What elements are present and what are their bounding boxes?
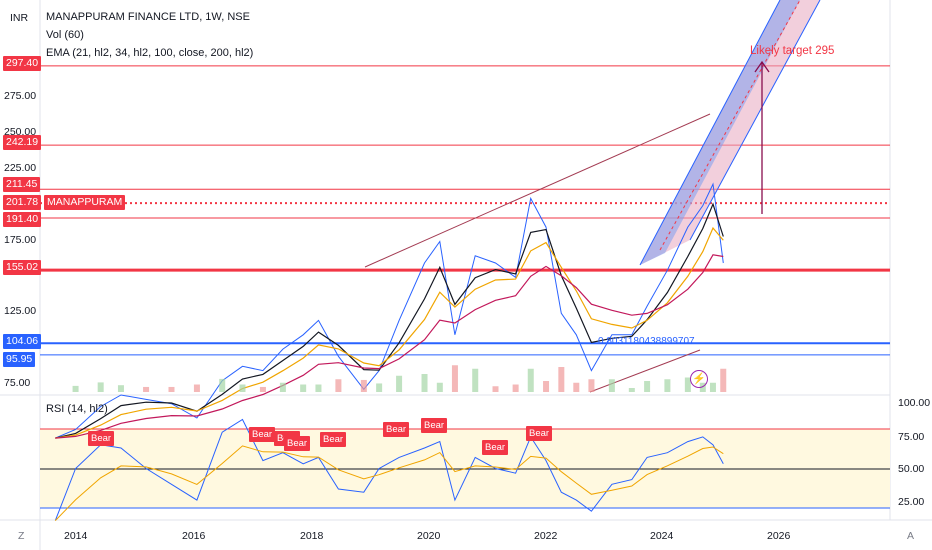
price-tick-275: 275.00 [4,90,37,102]
price-tick-225: 225.00 [4,162,37,174]
volume-bar [492,386,499,392]
volume-bars [72,365,727,392]
volume-bar [527,368,534,392]
channel-upper-line [639,0,781,266]
price-tick-175: 175.00 [4,234,37,246]
volume-bar [573,382,580,392]
rsi-tick-25: 25.00 [898,496,925,508]
time-label-2018: 2018 [300,530,324,542]
volume-bar [360,379,367,392]
time-label-2016: 2016 [182,530,206,542]
bear-label: Bear [88,431,115,446]
volume-bar [421,374,428,392]
bear-label: Bear [482,440,509,455]
volume-bar [396,375,403,392]
zoom-button[interactable]: Z [18,530,25,542]
volume-bar [558,367,565,392]
volume-bar [436,382,443,392]
level-badge-155[interactable]: 155.02 [3,260,42,275]
support-trendline [589,349,701,393]
volume-bar [608,379,615,392]
bear-label: Bear [320,432,347,447]
rsi-ma-line [54,445,724,521]
ema-100-line [55,254,724,439]
volume-bar [193,384,200,392]
auto-scale-button[interactable]: A [907,530,915,542]
volume-bar [259,386,266,392]
symbol-tag[interactable]: MANAPPURAM [44,195,126,210]
level-badge-201[interactable]: 201.78 [3,195,42,210]
level-badge-95[interactable]: 95.95 [3,352,36,367]
rsi-tick-50: 50.00 [898,463,925,475]
symbol-title[interactable]: MANAPPURAM FINANCE LTD, 1W, NSE [46,11,250,23]
time-label-2024: 2024 [650,530,674,542]
level-badge-211[interactable]: 211.45 [3,177,41,192]
bear-label: Bear [284,436,311,451]
projection-channel-blue [640,0,800,265]
volume-bar [143,386,150,392]
volume-bar [97,382,104,392]
volume-bar [664,379,671,392]
volume-bar [644,381,651,392]
rsi-tick-100: 100.00 [898,397,931,409]
volume-bar [512,384,519,392]
level-badge-297[interactable]: 297.40 [3,56,42,71]
time-label-2022: 2022 [534,530,558,542]
time-label-2020: 2020 [417,530,441,542]
bear-label: Bear [383,422,410,437]
symbol-title-text: MANAPPURAM FINANCE LTD, 1W, NSE [46,11,250,23]
volume-bar [451,365,458,392]
volume-bar [684,377,691,392]
rsi-line [54,418,724,521]
bear-label: Bear [526,426,553,441]
volume-bar [720,368,727,392]
fib-annotation: 0.8031180438899707 [598,336,695,347]
legend-ema[interactable]: EMA (21, hl2, 34, hl2, 100, close, 200, … [46,47,254,59]
target-annotation[interactable]: Likely target 295 [750,45,835,57]
volume-bar [300,384,307,392]
level-badge-242[interactable]: 242.19 [3,135,42,150]
bear-label: Bear [421,418,448,433]
channel-lower-line [689,0,821,241]
legend-volume[interactable]: Vol (60) [46,29,84,41]
volume-bar [376,383,383,392]
volume-bar [168,386,175,392]
volume-bar [315,384,322,392]
volume-bar [219,378,226,392]
ema-34-line [55,226,724,439]
volume-bar [628,388,635,392]
rsi-series [54,418,724,521]
time-label-2014: 2014 [64,530,88,542]
price-series [55,182,724,439]
price-tick-125: 125.00 [4,305,37,317]
currency-label[interactable]: INR [10,12,29,24]
rsi-tick-75: 75.00 [898,431,925,443]
volume-bar [709,382,716,392]
volume-bar [699,382,706,392]
volume-bar [588,379,595,392]
volume-bar [117,385,124,392]
lightning-icon[interactable]: ⚡ [690,370,708,388]
volume-bar [472,368,479,392]
level-badge-191[interactable]: 191.40 [3,212,42,227]
volume-bar [72,385,79,392]
price-tick-75: 75.00 [4,377,31,389]
time-label-2026: 2026 [767,530,791,542]
target-arrow-head [754,60,770,73]
volume-bar [335,379,342,392]
legend-rsi[interactable]: RSI (14, hl2) [46,403,108,415]
volume-bar [239,384,246,392]
volume-bar [279,382,286,392]
level-badge-104[interactable]: 104.06 [3,334,42,349]
resistance-trendline [364,113,711,268]
volume-bar [543,381,550,392]
bear-label: Bear [249,427,276,442]
